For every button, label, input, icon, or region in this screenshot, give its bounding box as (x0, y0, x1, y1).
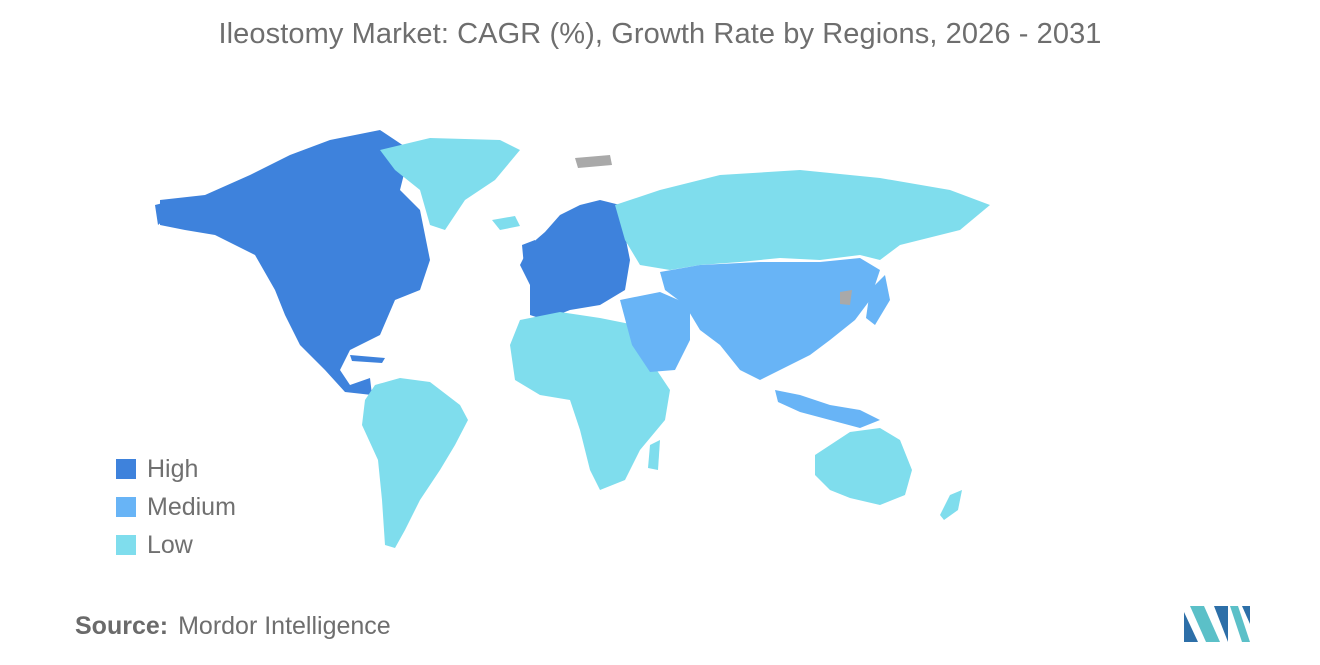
region-greenland (380, 138, 520, 230)
legend-item-low: Low (116, 526, 236, 564)
region-russia (615, 170, 990, 270)
region-uk (522, 240, 538, 266)
region-southeast-asia (775, 390, 880, 428)
legend-swatch-high (116, 459, 136, 479)
legend-swatch-low (116, 535, 136, 555)
region-iceland (492, 216, 520, 230)
legend-label-high: High (147, 454, 199, 483)
region-latin-america (362, 378, 468, 548)
legend-item-medium: Medium (116, 488, 236, 526)
legend-label-low: Low (147, 530, 193, 559)
source-value: Mordor Intelligence (178, 612, 391, 640)
source-label: Source: (75, 612, 169, 640)
legend-item-high: High (116, 450, 236, 488)
region-new-zealand (940, 490, 962, 520)
region-no-data (840, 290, 852, 305)
region-japan (866, 275, 890, 325)
region-africa (510, 312, 670, 490)
mordor-intelligence-logo-icon (1184, 606, 1250, 642)
region-europe (520, 200, 630, 320)
legend: High Medium Low (116, 450, 236, 564)
chart-title: Ileostomy Market: CAGR (%), Growth Rate … (218, 18, 1102, 50)
legend-swatch-medium (116, 497, 136, 517)
region-no-data (575, 155, 612, 168)
region-north-america (160, 130, 430, 395)
region-alaska (155, 200, 175, 225)
source-line: Source: Mordor Intelligence (75, 612, 391, 641)
region-caribbean (350, 355, 385, 363)
legend-label-medium: Medium (147, 492, 236, 521)
region-australia (815, 428, 912, 505)
region-madagascar (648, 440, 660, 470)
region-asia (660, 258, 880, 380)
region-middle-east (620, 292, 690, 372)
